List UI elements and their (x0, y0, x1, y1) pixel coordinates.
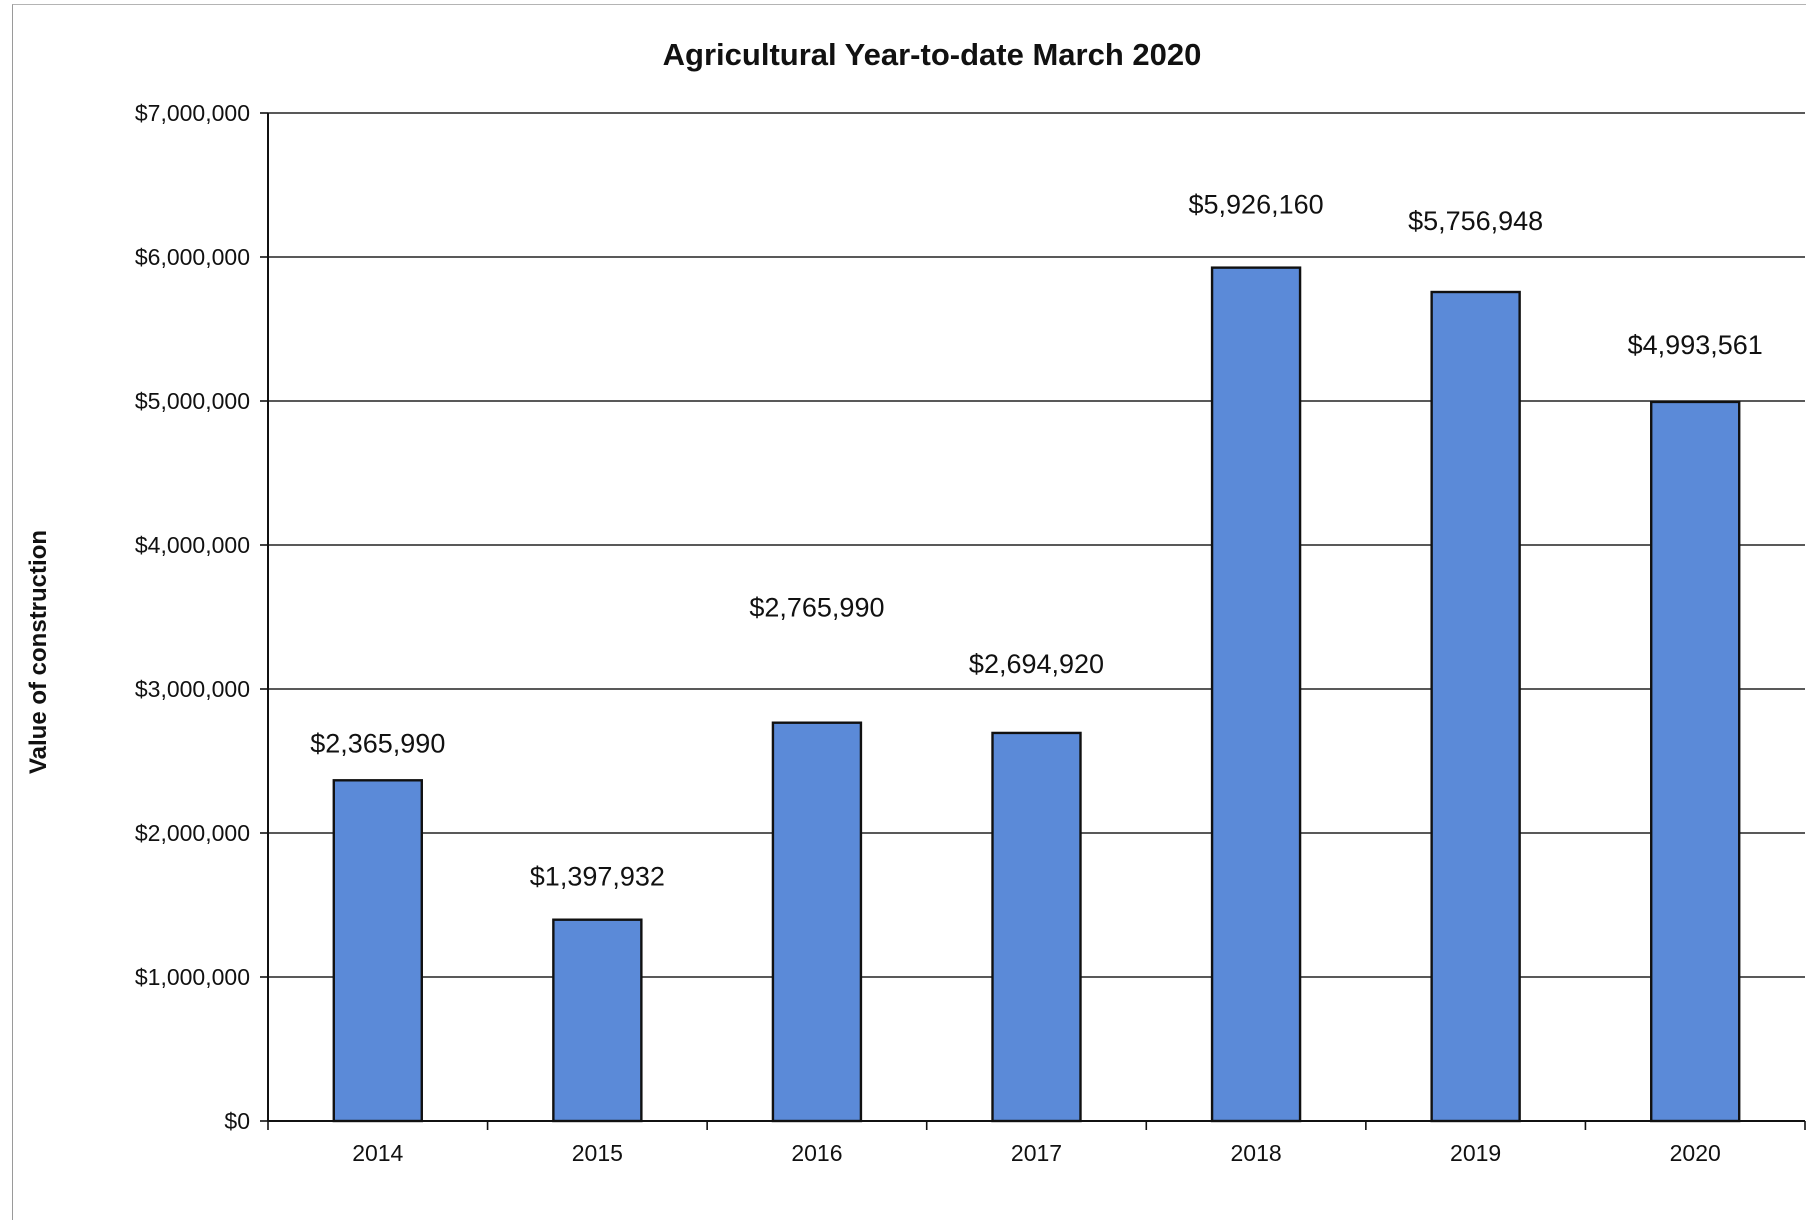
chart-frame (12, 4, 1806, 1220)
y-tick-label: $2,000,000 (135, 820, 250, 846)
bar-2018 (1210, 266, 1302, 1123)
x-tick-label: 2016 (791, 1140, 842, 1166)
data-label: $5,926,160 (1189, 190, 1324, 220)
y-tick-label: $4,000,000 (135, 532, 250, 558)
data-label: $2,694,920 (969, 649, 1104, 679)
x-tick-label: 2014 (352, 1140, 403, 1166)
bars (332, 266, 1741, 1123)
y-tick-label: $3,000,000 (135, 676, 250, 702)
y-axis-label: Value of construction (25, 530, 52, 774)
bar-2015 (552, 918, 643, 1123)
data-label: $2,765,990 (749, 593, 884, 623)
y-tick-label: $5,000,000 (135, 388, 250, 414)
data-label: $2,365,990 (310, 728, 445, 758)
x-tick-label: 2020 (1670, 1140, 1721, 1166)
y-tick-label: $1,000,000 (135, 964, 250, 990)
y-tick-label: $6,000,000 (135, 244, 250, 270)
bar-2017 (991, 731, 1082, 1123)
x-tick-label: 2019 (1450, 1140, 1501, 1166)
labels: $0 $1,000,000 $2,000,000 $3,000,000 $4,000,0… (135, 100, 1763, 1166)
data-label: $5,756,948 (1408, 206, 1543, 236)
bar-2019 (1430, 290, 1521, 1123)
x-tick-label: 2017 (1011, 1140, 1062, 1166)
data-label: $4,993,561 (1628, 330, 1763, 360)
bar-2020 (1650, 400, 1741, 1123)
axes (260, 112, 1806, 1130)
data-label: $1,397,932 (530, 862, 665, 892)
chart-title: Agricultural Year-to-date March 2020 (663, 37, 1202, 72)
x-tick-label: 2015 (572, 1140, 623, 1166)
bar-2014 (332, 779, 423, 1123)
y-tick-label: $0 (224, 1108, 250, 1134)
y-tick-label: $7,000,000 (135, 100, 250, 126)
bar-2016 (771, 721, 863, 1123)
x-tick-label: 2018 (1230, 1140, 1281, 1166)
